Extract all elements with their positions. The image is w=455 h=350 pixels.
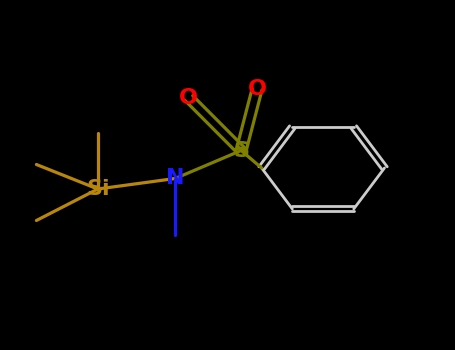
Text: O: O xyxy=(179,88,198,108)
Text: S: S xyxy=(233,140,249,161)
Text: Si: Si xyxy=(86,179,110,199)
Text: N: N xyxy=(166,168,184,189)
Text: O: O xyxy=(248,79,267,99)
